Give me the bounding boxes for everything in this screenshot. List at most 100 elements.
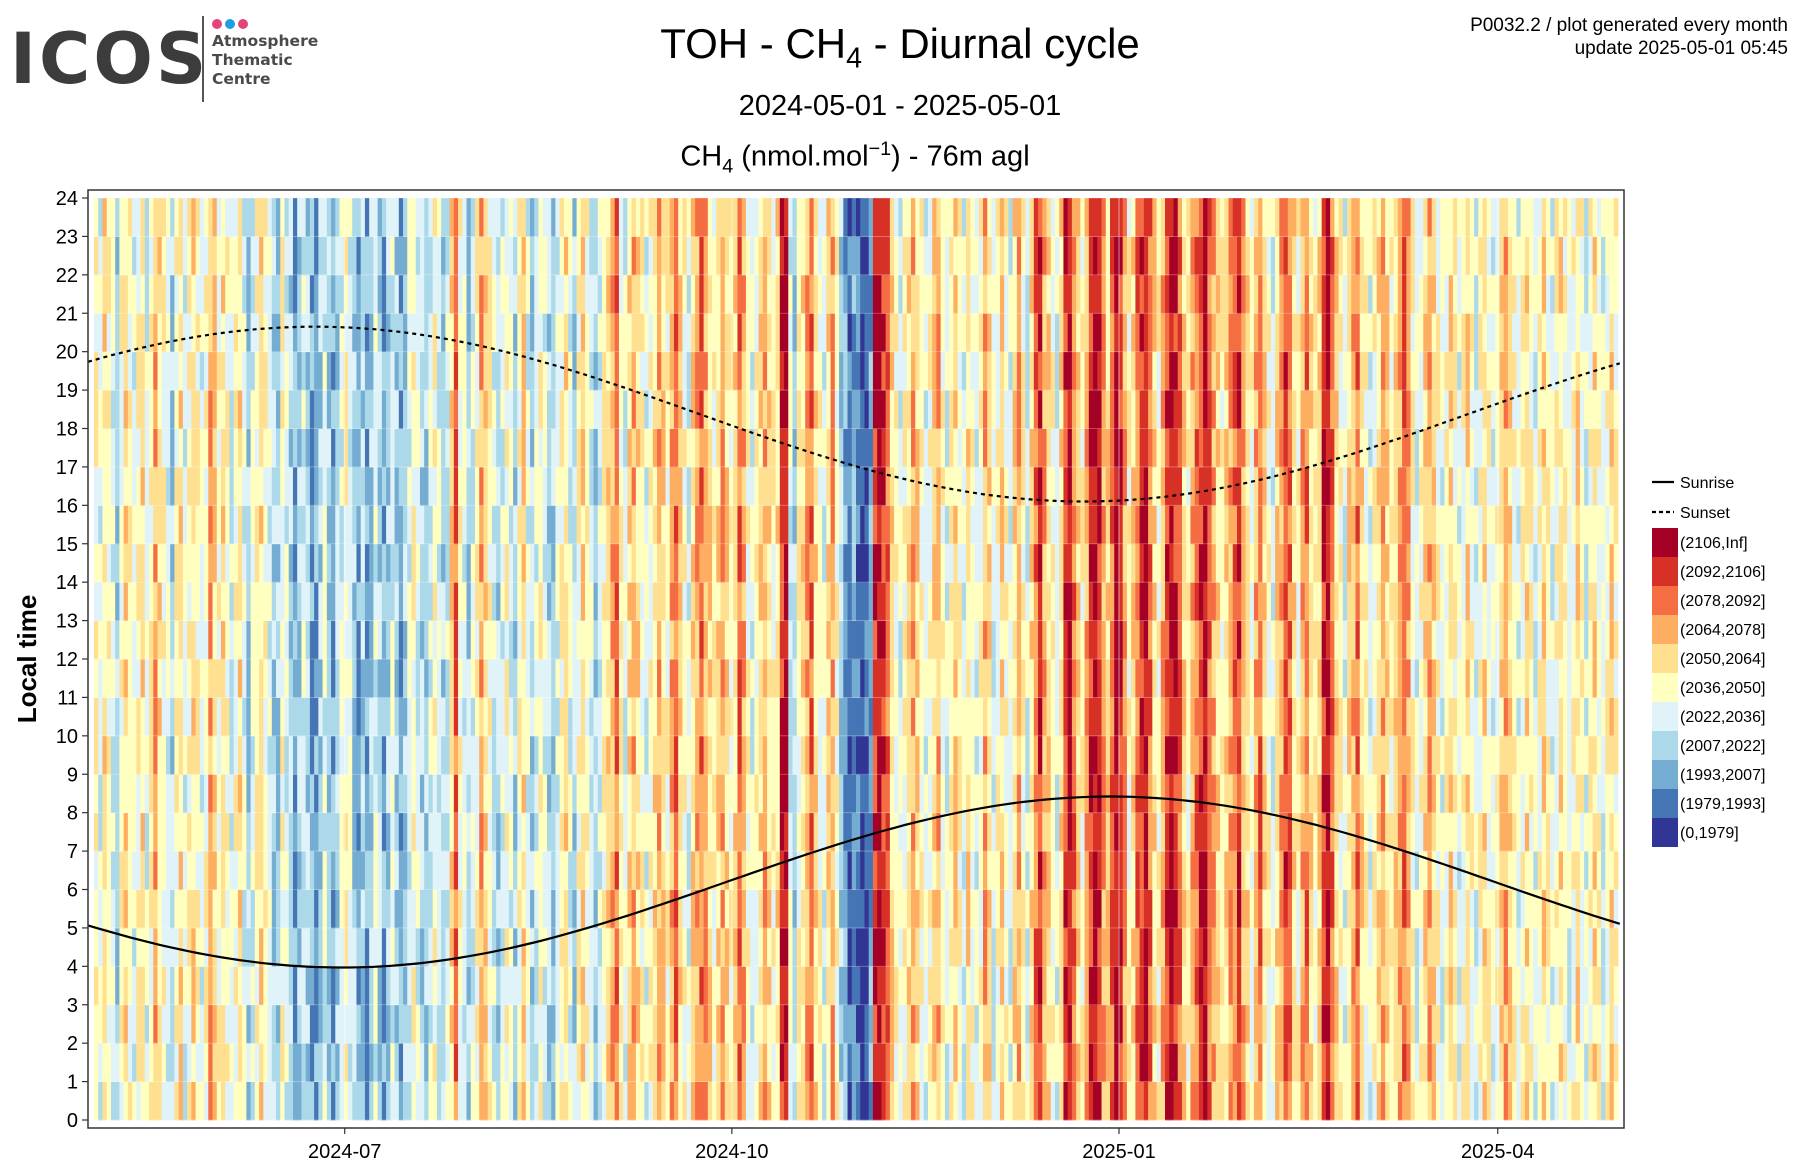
- heatmap-cell: [280, 889, 285, 929]
- heatmap-cell: [149, 543, 154, 583]
- heatmap-cell: [377, 697, 383, 737]
- heatmap-cell: [868, 428, 874, 468]
- heatmap-cell: [839, 659, 844, 698]
- heatmap-cell: [123, 735, 129, 775]
- heatmap-cell: [640, 735, 645, 775]
- heatmap-cell: [771, 582, 776, 621]
- heatmap-cell: [530, 505, 535, 545]
- heatmap-cell: [144, 274, 150, 314]
- heatmap-cell: [792, 966, 798, 1006]
- heatmap-cell: [530, 735, 535, 775]
- heatmap-cell: [771, 927, 776, 967]
- heatmap-cell: [847, 466, 853, 506]
- heatmap-cell: [779, 735, 785, 775]
- heatmap-cell: [733, 735, 738, 775]
- heatmap-cell: [178, 390, 184, 429]
- heatmap-cell: [644, 236, 649, 276]
- heatmap-cell: [331, 659, 336, 698]
- heatmap-cell: [394, 351, 400, 391]
- heatmap-cell: [475, 582, 480, 621]
- heatmap-cell: [699, 812, 704, 852]
- heatmap-cell: [843, 812, 848, 852]
- heatmap-cell: [309, 505, 315, 545]
- heatmap-cell: [864, 774, 870, 814]
- heatmap-cell: [500, 236, 506, 276]
- heatmap-cell: [246, 735, 252, 775]
- heatmap-cell: [678, 620, 683, 660]
- heatmap-cell: [216, 1043, 222, 1082]
- heatmap-cell: [178, 812, 184, 852]
- heatmap-cell: [826, 390, 831, 429]
- heatmap-cell: [339, 889, 345, 929]
- heatmap-cell: [568, 313, 573, 353]
- heatmap-cell: [428, 774, 434, 814]
- heatmap-cell: [682, 198, 688, 237]
- heatmap-cell: [453, 851, 459, 890]
- heatmap-cell: [843, 351, 848, 391]
- heatmap-cell: [724, 543, 730, 583]
- heatmap-cell: [872, 1043, 878, 1082]
- heatmap-cell: [441, 889, 446, 929]
- heatmap-cell: [271, 313, 277, 353]
- heatmap-cell: [957, 774, 963, 814]
- heatmap-cell: [250, 428, 256, 468]
- heatmap-cell: [513, 774, 518, 814]
- heatmap-cell: [576, 851, 582, 890]
- heatmap-cell: [132, 313, 137, 353]
- heatmap-cell: [165, 1043, 171, 1082]
- heatmap-cell: [542, 966, 548, 1006]
- heatmap-cell: [386, 620, 391, 660]
- heatmap-cell: [246, 274, 252, 314]
- heatmap-cell: [432, 1081, 438, 1121]
- heatmap-cell: [648, 466, 654, 506]
- heatmap-cell: [839, 774, 844, 814]
- heatmap-cell: [889, 1004, 895, 1044]
- heatmap-cell: [703, 351, 709, 391]
- heatmap-cell: [568, 236, 573, 276]
- heatmap-cell: [110, 390, 116, 429]
- heatmap-cell: [195, 1004, 201, 1044]
- heatmap-cell: [348, 236, 353, 276]
- heatmap-cell: [149, 620, 154, 660]
- heatmap-cell: [635, 313, 641, 353]
- heatmap-cell: [479, 774, 484, 814]
- heatmap-cell: [377, 1043, 383, 1082]
- heatmap-cell: [593, 351, 599, 391]
- heatmap-cell: [839, 1081, 844, 1121]
- heatmap-cell: [597, 1004, 603, 1044]
- heatmap-cell: [424, 697, 429, 737]
- heatmap-cell: [949, 889, 954, 929]
- heatmap-cell: [280, 543, 285, 583]
- heatmap-cell: [889, 927, 895, 967]
- heatmap-cell: [881, 351, 887, 391]
- heatmap-cell: [140, 505, 146, 545]
- heatmap-cell: [762, 543, 768, 583]
- heatmap-cell: [144, 543, 150, 583]
- heatmap-cell: [961, 198, 967, 237]
- heatmap-cell: [403, 390, 408, 429]
- heatmap-cell: [902, 428, 908, 468]
- heatmap-cell: [123, 889, 129, 929]
- heatmap-cell: [665, 313, 671, 353]
- heatmap-cell: [496, 505, 501, 545]
- heatmap-cell: [288, 697, 294, 737]
- heatmap-cell: [119, 1004, 125, 1044]
- heatmap-cell: [894, 620, 899, 660]
- heatmap-cell: [572, 428, 577, 468]
- heatmap-cell: [635, 351, 641, 391]
- heatmap-cell: [644, 966, 649, 1006]
- heatmap-cell: [652, 659, 658, 698]
- heatmap-cell: [568, 466, 573, 506]
- heatmap-cell: [585, 927, 590, 967]
- heatmap-cell: [830, 735, 836, 775]
- heatmap-cell: [881, 927, 887, 967]
- heatmap-cell: [462, 466, 467, 506]
- heatmap-cell: [182, 543, 188, 583]
- heatmap-cell: [898, 198, 903, 237]
- heatmap-cell: [597, 889, 603, 929]
- heatmap-cell: [165, 236, 171, 276]
- heatmap-cell: [784, 774, 789, 814]
- heatmap-cell: [301, 390, 307, 429]
- heatmap-cell: [411, 198, 417, 237]
- heatmap-cell: [127, 812, 133, 852]
